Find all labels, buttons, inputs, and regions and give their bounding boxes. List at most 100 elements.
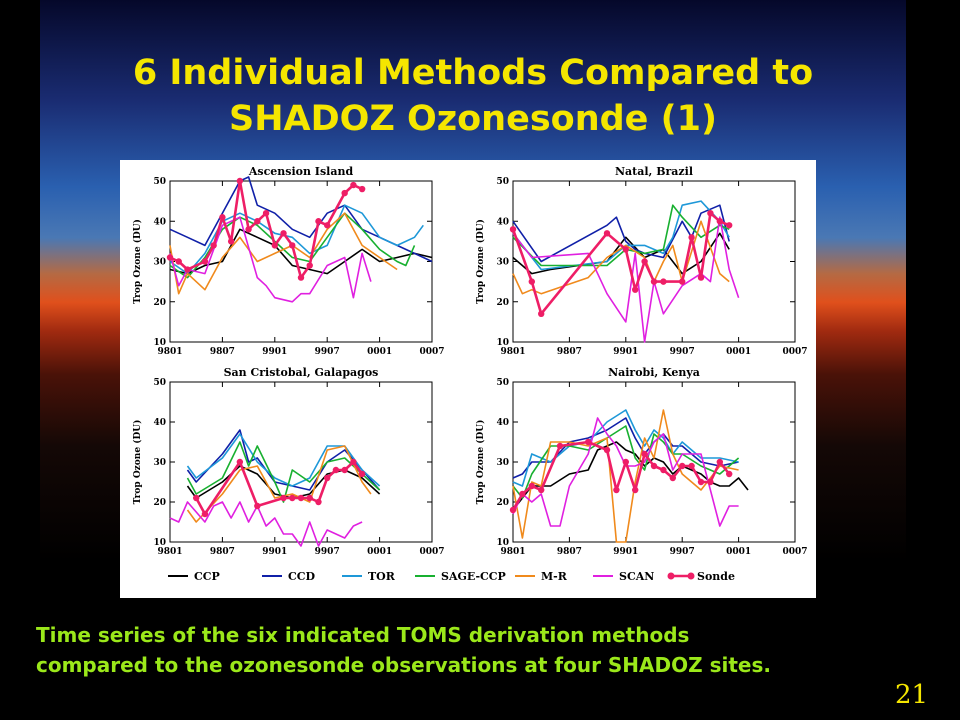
ascension-island-series-m-r-line [169, 212, 398, 295]
legend-label-ccd: CCD [288, 570, 316, 583]
san-cristobal-galapagos-y-tick-label: 30 [153, 458, 166, 468]
nairobi-kenya-sonde-point [679, 462, 686, 470]
natal-brazil-series-tor-line [512, 200, 730, 271]
nairobi-kenya-x-tick-label: 9907 [670, 547, 695, 557]
nairobi-kenya-chart-title: Nairobi, Kenya [608, 366, 700, 379]
ascension-island-chart-title: Ascension Island [248, 165, 354, 178]
nairobi-kenya-sonde-point [613, 486, 620, 494]
natal-brazil-x-tick-label: 9907 [670, 347, 695, 357]
natal-brazil-sonde-point [603, 230, 611, 237]
nairobi-kenya-series-m-r-line [512, 409, 739, 543]
san-cristobal-galapagos-series-scan-line [169, 501, 363, 547]
natal-brazil-sonde-point [707, 210, 714, 217]
natal-brazil-sonde-point [538, 310, 545, 318]
nairobi-kenya-sonde-point [519, 490, 526, 498]
legend-label-m-r: M-R [541, 570, 568, 583]
nairobi-kenya-sonde-point [585, 438, 592, 446]
san-cristobal-galapagos-sonde-point [236, 458, 244, 466]
san-cristobal-galapagos-x-tick-label: 9901 [262, 547, 287, 557]
san-cristobal-galapagos-sonde-point [297, 494, 305, 502]
natal-brazil-sonde-point [528, 278, 535, 285]
natal-brazil-sonde-point [509, 226, 517, 233]
nairobi-kenya-series-scan-line [512, 417, 739, 527]
san-cristobal-galapagos-y-axis-label: Trop Ozone (DU) [132, 420, 143, 505]
chart-figure-panel: Ascension Island 10 20 30 40 50 9801 9807 9901 99… [120, 160, 816, 598]
nairobi-kenya-sonde-point [688, 462, 695, 470]
ascension-island-y-axis-label: Trop Ozone (DU) [132, 219, 143, 304]
caption-line-1: Time series of the six indicated TOMS de… [36, 623, 690, 647]
nairobi-kenya-x-tick-label: 0001 [726, 547, 751, 557]
natal-brazil-chart-title: Natal, Brazil [615, 165, 693, 178]
ascension-island-x-tick-label: 9901 [262, 347, 287, 357]
nairobi-kenya-sonde-point [707, 478, 714, 486]
ascension-island-x-tick-label: 0007 [419, 347, 444, 357]
ascension-island-sonde-point [175, 258, 182, 265]
ascension-island-series-ccp-line [169, 228, 433, 275]
nairobi-kenya-x-tick-label: 9801 [500, 547, 525, 557]
san-cristobal-galapagos-series-m-r-line [186, 445, 372, 523]
ascension-island-sonde-point [358, 185, 366, 193]
san-cristobal-galapagos-sonde-point [306, 494, 313, 502]
ascension-island-sonde-point [166, 254, 174, 261]
san-cristobal-galapagos-x-tick-label: 0007 [419, 547, 444, 557]
san-cristobal-galapagos-sonde-point [341, 466, 348, 474]
nairobi-kenya-series-ccd-line [512, 417, 739, 479]
natal-brazil-series-scan-line [512, 216, 740, 343]
ascension-island-sonde-point [280, 230, 287, 237]
ascension-island-sonde-point [245, 226, 252, 233]
san-cristobal-galapagos-sonde-point [201, 510, 209, 518]
legend-label-ccp: CCP [194, 570, 220, 583]
san-cristobal-galapagos-y-tick-label: 20 [153, 498, 166, 508]
san-cristobal-galapagos-sonde-point [358, 470, 366, 478]
san-cristobal-galapagos-x-tick-label: 9807 [210, 547, 235, 557]
nairobi-kenya-x-tick-label: 0007 [782, 547, 807, 557]
natal-brazil-sonde-point [726, 222, 733, 229]
nairobi-kenya-sonde-point [641, 450, 648, 458]
nairobi-kenya-y-tick-label: 20 [496, 498, 509, 508]
slide-title-line-2: SHADOZ Ozonesonde (1) [229, 99, 717, 139]
natal-brazil-y-tick-label: 30 [496, 258, 509, 268]
san-cristobal-galapagos-sonde-point [350, 458, 357, 466]
nairobi-kenya-sonde-point [538, 486, 545, 494]
ascension-island-sonde-point [306, 262, 313, 269]
san-cristobal-galapagos-sonde-point [324, 474, 331, 482]
natal-brazil-x-tick-label: 9801 [500, 347, 525, 357]
nairobi-kenya-sonde-point [603, 446, 611, 454]
nairobi-kenya-series-ccp-line [512, 441, 749, 511]
natal-brazil-sonde-point [650, 278, 658, 285]
san-cristobal-galapagos-y-tick-label: 50 [153, 378, 166, 388]
ascension-island-x-tick-label: 9807 [210, 347, 235, 357]
nairobi-kenya-y-tick-label: 30 [496, 458, 509, 468]
ascension-island-sonde-point [341, 189, 348, 197]
natal-brazil-x-tick-label: 9901 [613, 347, 638, 357]
san-cristobal-galapagos-sonde-point [332, 466, 340, 474]
natal-brazil-y-axis-label: Trop Ozone (DU) [475, 219, 486, 304]
natal-brazil-x-tick-label: 0007 [782, 347, 807, 357]
natal-brazil-sonde-point [716, 218, 723, 225]
nairobi-kenya-plot-frame [512, 381, 796, 543]
legend-sonde-marker [687, 572, 695, 580]
legend-sonde-marker [667, 572, 675, 580]
ascension-island-sonde-point [236, 177, 244, 185]
natal-brazil-sonde-point [679, 278, 686, 285]
ascension-island-sonde-point [184, 266, 191, 273]
nairobi-kenya-sonde-point [650, 462, 658, 470]
natal-brazil-y-tick-label: 20 [496, 298, 509, 308]
four-site-time-series-charts: Ascension Island 10 20 30 40 50 9801 9807 9901 99… [132, 165, 808, 583]
nairobi-kenya-y-tick-label: 10 [496, 538, 509, 548]
nairobi-kenya-sonde-point [669, 474, 676, 482]
ascension-island-sonde-point [350, 181, 357, 189]
ascension-island-sonde-point [271, 242, 278, 249]
legend-label-sage-ccp: SAGE-CCP [441, 570, 506, 583]
nairobi-kenya-y-tick-label: 40 [496, 418, 509, 428]
ascension-island-sonde-point [315, 218, 322, 225]
san-cristobal-galapagos-sonde-point [254, 502, 261, 510]
san-cristobal-galapagos-x-tick-label: 9907 [315, 547, 340, 557]
legend-label-scan: SCAN [619, 570, 654, 583]
nairobi-kenya-series-sonde-line [511, 440, 731, 511]
ascension-island-sonde-point [324, 222, 331, 229]
san-cristobal-galapagos-sonde-point [289, 494, 296, 502]
natal-brazil-y-tick-label: 40 [496, 217, 509, 227]
san-cristobal-galapagos-sonde-point [280, 494, 287, 502]
legend-label-sonde: Sonde [697, 570, 735, 583]
